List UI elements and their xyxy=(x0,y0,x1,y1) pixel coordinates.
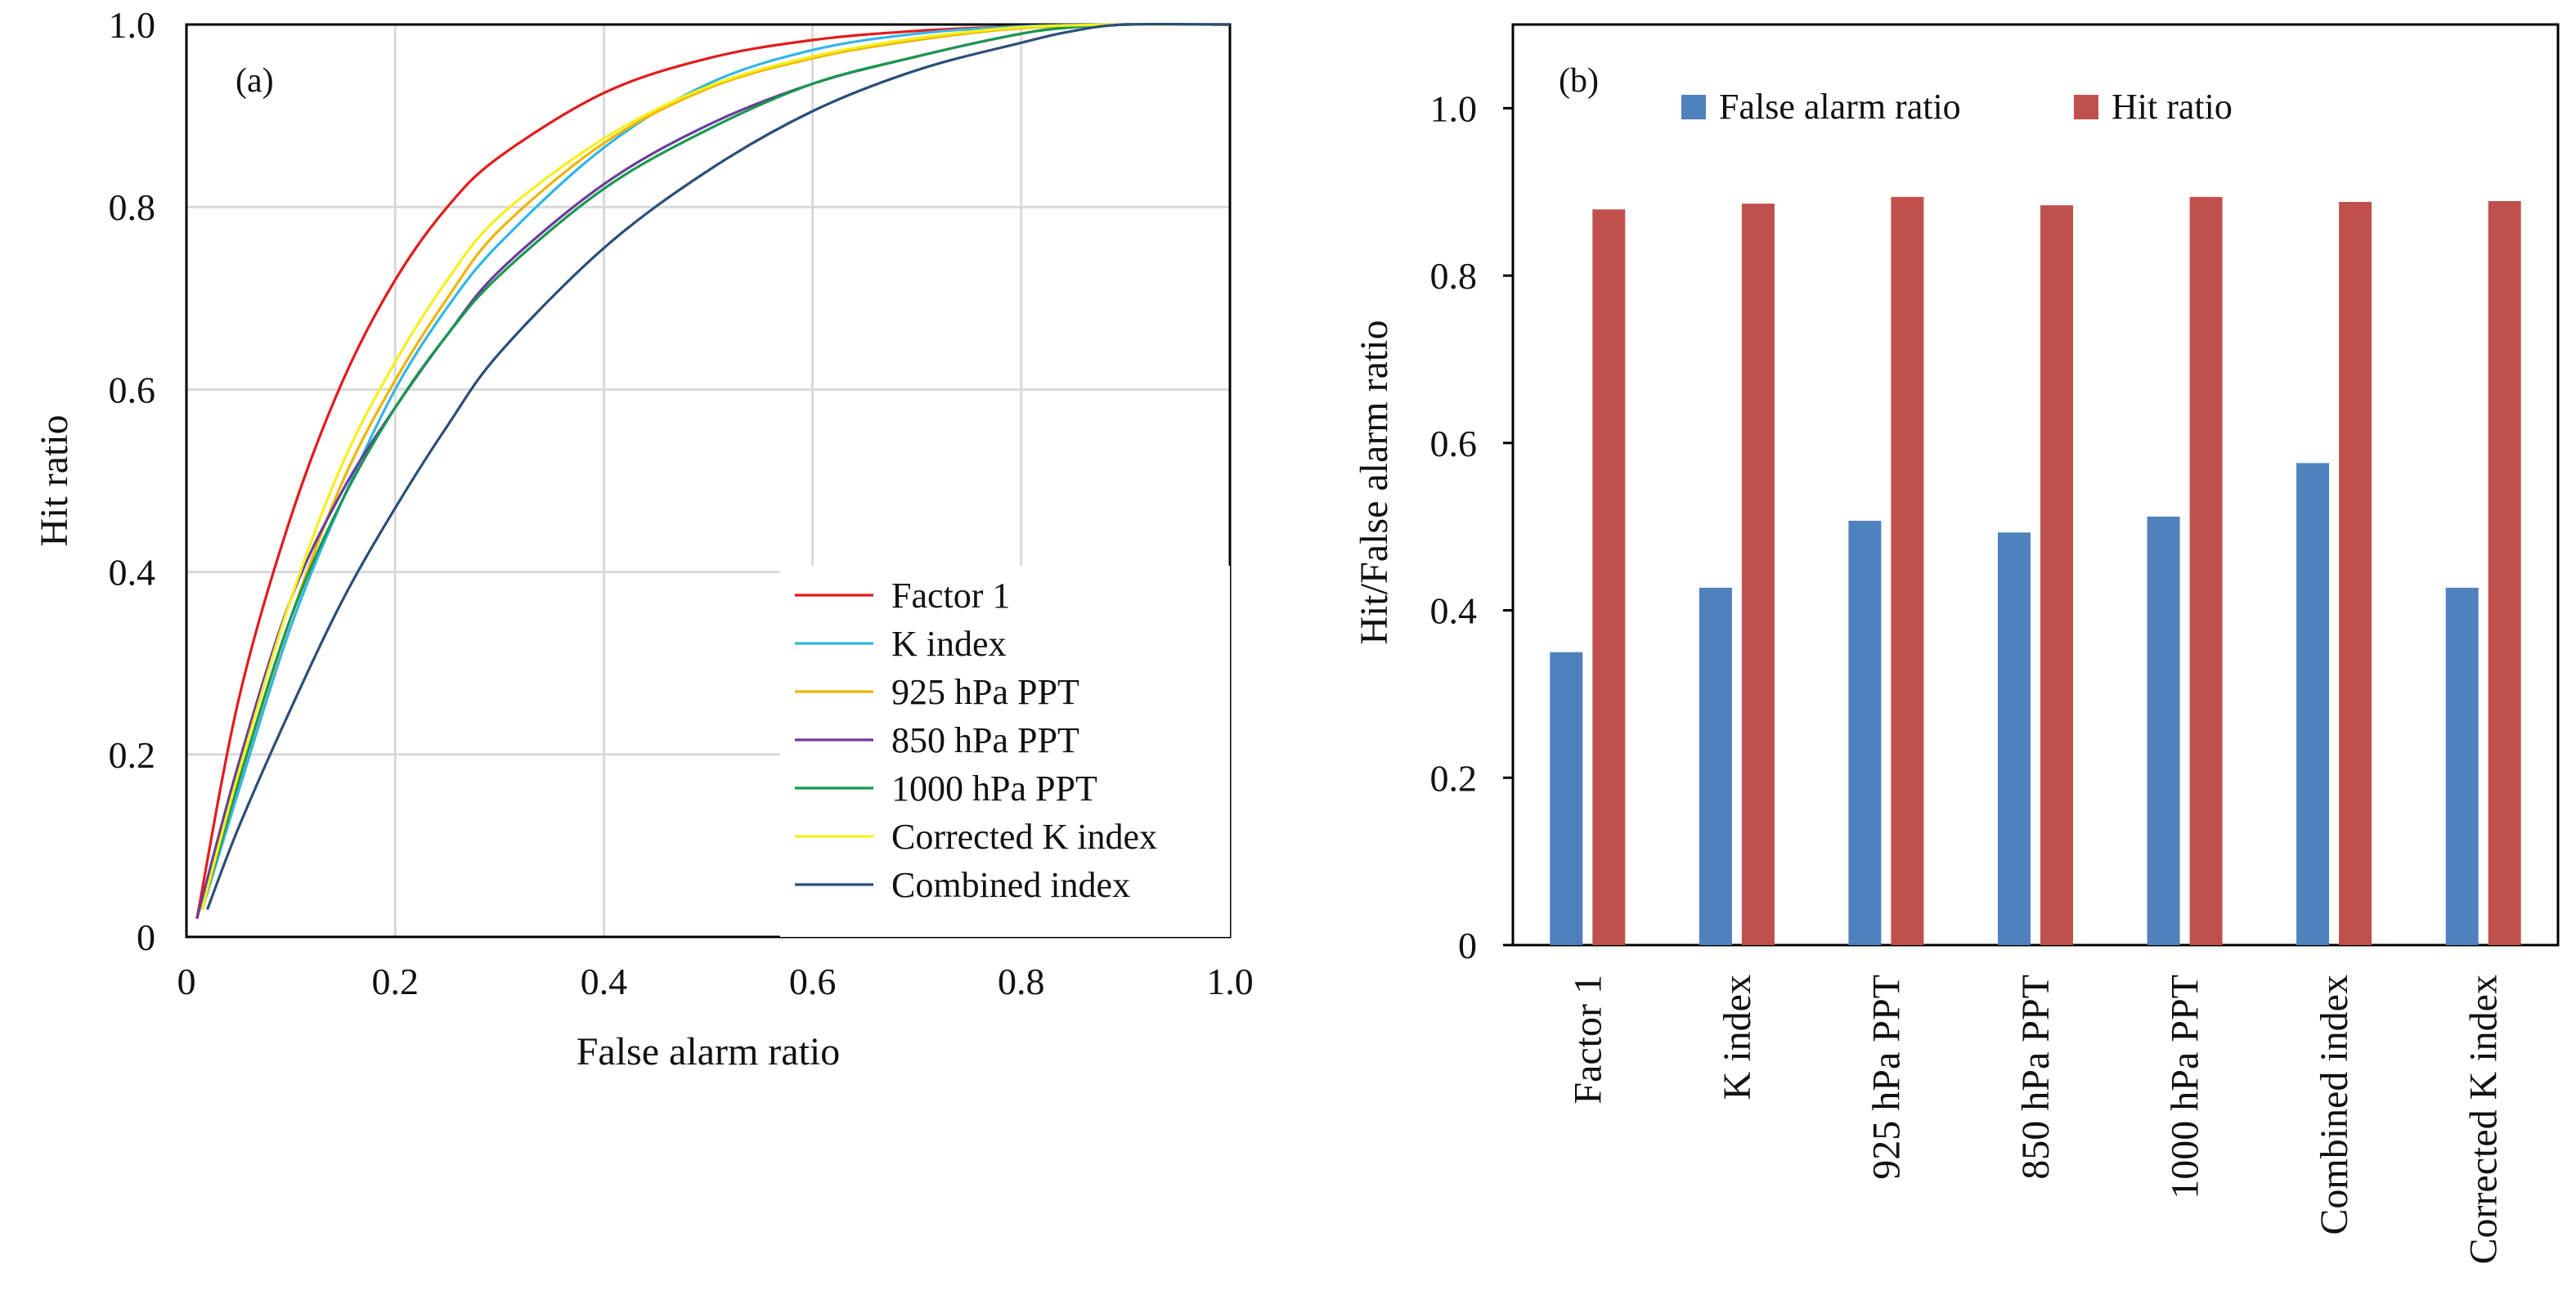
bar-y-tick-label: 0.4 xyxy=(1430,590,1478,632)
roc-y-tick-label: 0.8 xyxy=(109,186,156,228)
bar-hit-ratio-factor-1 xyxy=(1592,209,1626,945)
bar-legend: False alarm ratio Hit ratio xyxy=(1681,87,2233,127)
roc-series-line-k-index xyxy=(200,23,1231,910)
roc-series-line-combined-index xyxy=(206,22,1231,911)
bar-category-label-k-index: K index xyxy=(1716,975,1759,1100)
bar-y-tick-label: 0.2 xyxy=(1430,757,1478,799)
bar-false-alarm-ratio-925-hpa-ppt xyxy=(1848,521,1882,945)
roc-y-tick-label: 1.0 xyxy=(109,4,156,46)
bar-hit-ratio-850-hpa-ppt xyxy=(2040,205,2073,946)
bar-y-tick-labels: 0 0.2 0.4 0.6 0.8 1.0 xyxy=(1430,87,1513,966)
bar-plot-frame xyxy=(1511,23,2560,947)
ratio-bar-chart-panel: 0 0.2 0.4 0.6 0.8 1.0 Factor 1 K index 925 hPa … xyxy=(1353,23,2560,1265)
bar-category-label-1000-hpa-ppt: 1000 hPa PPT xyxy=(2164,975,2207,1199)
roc-curves xyxy=(195,22,1231,920)
roc-legend-label-corrected-k-index: Corrected K index xyxy=(891,817,1157,857)
bar-false-alarm-ratio-combined-index xyxy=(2296,463,2330,945)
roc-plot-frame xyxy=(185,23,1232,939)
bar-legend-label-false-alarm-ratio: False alarm ratio xyxy=(1719,87,1961,127)
panel-b-label: (b) xyxy=(1559,62,1599,100)
roc-legend-label-850-hpa-ppt: 850 hPa PPT xyxy=(891,720,1079,760)
bar-category-label-combined-index: Combined index xyxy=(2313,975,2356,1235)
bar-false-alarm-ratio-factor-1 xyxy=(1550,652,1583,945)
bar-false-alarm-ratio-k-index xyxy=(1699,587,1732,945)
bar-false-alarm-ratio-1000-hpa-ppt xyxy=(2147,516,2180,945)
bar-category-label-factor-1: Factor 1 xyxy=(1566,975,1609,1105)
bar-hit-ratio-1000-hpa-ppt xyxy=(2189,196,2223,945)
bar-legend-swatch-hit-ratio xyxy=(2074,95,2098,119)
bar-y-tick-label: 1.0 xyxy=(1430,87,1478,129)
roc-legend-label-combined-index: Combined index xyxy=(891,865,1130,905)
roc-legend-label-925-hpa-ppt: 925 hPa PPT xyxy=(891,672,1079,712)
bar-hit-ratio-combined-index xyxy=(2339,202,2372,945)
roc-legend: Factor 1 K index 925 hPa PPT 850 hPa PPT 100… xyxy=(780,566,1230,937)
bar-category-label-925-hpa-ppt: 925 hPa PPT xyxy=(1865,975,1908,1180)
bar-y-tick-label: 0.6 xyxy=(1430,423,1478,464)
roc-x-tick-label: 0.4 xyxy=(581,961,628,1002)
bar-category-label-850-hpa-ppt: 850 hPa PPT xyxy=(2014,975,2058,1180)
roc-y-tick-label: 0 xyxy=(137,916,155,958)
roc-y-tick-label: 0.4 xyxy=(109,552,156,594)
roc-x-tick-label: 0.2 xyxy=(371,961,419,1002)
roc-legend-label-factor-1: Factor 1 xyxy=(891,576,1010,616)
panel-a-label: (a) xyxy=(236,62,274,100)
roc-y-axis-label: Hit ratio xyxy=(33,414,76,546)
roc-series-line-corrected-k-index xyxy=(200,23,1231,910)
bar-legend-swatch-false-alarm-ratio xyxy=(1681,95,1706,119)
bar-false-alarm-ratio-850-hpa-ppt xyxy=(1998,532,2031,945)
bar-hit-ratio-corrected-k-index xyxy=(2488,201,2521,945)
bar-false-alarm-ratio-corrected-k-index xyxy=(2445,587,2479,945)
roc-x-tick-labels: 0 0.2 0.4 0.6 0.8 1.0 xyxy=(177,961,1254,1002)
roc-series-line-1000-hpa-ppt xyxy=(200,23,1231,910)
roc-x-tick-label: 1.0 xyxy=(1206,961,1254,1002)
bar-category-labels: Factor 1 K index 925 hPa PPT 850 hPa PPT 100… xyxy=(1566,975,2505,1265)
roc-x-tick-label: 0.6 xyxy=(789,961,837,1002)
bar-y-tick-label: 0 xyxy=(1458,925,1477,966)
roc-legend-label-1000-hpa-ppt: 1000 hPa PPT xyxy=(891,768,1097,809)
roc-y-tick-labels: 0 0.2 0.4 0.6 0.8 1.0 xyxy=(109,4,156,958)
bar-legend-label-hit-ratio: Hit ratio xyxy=(2112,87,2233,127)
ratio-bars xyxy=(1550,196,2521,946)
roc-x-tick-label: 0.8 xyxy=(998,961,1045,1002)
roc-x-tick-label: 0 xyxy=(177,961,196,1002)
roc-y-tick-label: 0.2 xyxy=(109,734,156,776)
bar-y-tick-label: 0.8 xyxy=(1430,255,1478,297)
roc-y-tick-label: 0.6 xyxy=(109,369,156,410)
roc-chart-panel: 0 0.2 0.4 0.6 0.8 1.0 0 0.2 0.4 0.6 0.8 1.0 (a) Fa… xyxy=(33,4,1254,1073)
roc-legend-box xyxy=(780,566,1230,937)
bar-hit-ratio-925-hpa-ppt xyxy=(1891,196,1924,945)
roc-legend-label-k-index: K index xyxy=(891,624,1007,664)
bar-category-label-corrected-k-index: Corrected K index xyxy=(2462,975,2506,1265)
bar-y-axis-label: Hit/False alarm ratio xyxy=(1353,320,1396,644)
bar-hit-ratio-k-index xyxy=(1741,204,1775,946)
roc-x-axis-label: False alarm ratio xyxy=(577,1030,841,1073)
